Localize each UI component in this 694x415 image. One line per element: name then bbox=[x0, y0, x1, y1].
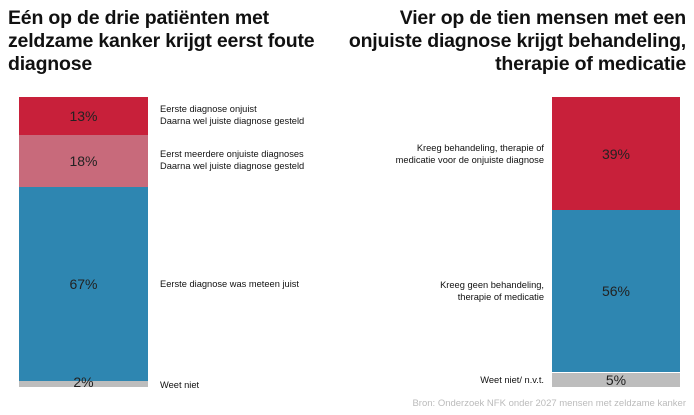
bar-segment: 39% bbox=[552, 97, 680, 211]
segment-label: Weet niet/ n.v.t. bbox=[480, 374, 544, 385]
data-label: 67% bbox=[69, 276, 98, 293]
bar-segment: 56% bbox=[552, 210, 680, 373]
segment-label: Eerste diagnose onjuist Daarna wel juiste… bbox=[160, 104, 305, 126]
segment-label: Eerst meerdere onjuiste diagnoses Daarna … bbox=[160, 148, 305, 171]
segment-label: Weet niet bbox=[160, 380, 200, 391]
data-label: 56% bbox=[601, 283, 631, 300]
data-label: 2% bbox=[73, 374, 94, 391]
source-note: Bron: Onderzoek NFK onder 2027 mensen me… bbox=[412, 398, 686, 409]
data-label: 18% bbox=[69, 152, 98, 169]
data-label: 5% bbox=[605, 371, 627, 388]
bar-segment: 67% bbox=[19, 186, 148, 382]
segment-label: Eerste diagnose was meteen juist bbox=[160, 279, 300, 290]
segment-label: Kreeg geen behandeling, therapie of medic… bbox=[440, 280, 544, 303]
data-label: 39% bbox=[601, 145, 631, 162]
bar-segment: 13% bbox=[19, 97, 148, 135]
segment-label: Kreeg behandeling, therapie of medicatie … bbox=[395, 142, 544, 165]
left-chart-title: Eén op de drie patiënten met zeldzame ka… bbox=[8, 7, 315, 75]
bar-segment: 5% bbox=[552, 371, 680, 388]
bar-segment: 18% bbox=[19, 134, 148, 187]
right-chart-title: Vier op de tien mensen met een onjuiste … bbox=[348, 7, 686, 75]
bar-segment: 2% bbox=[19, 374, 148, 390]
data-label: 13% bbox=[69, 107, 98, 124]
